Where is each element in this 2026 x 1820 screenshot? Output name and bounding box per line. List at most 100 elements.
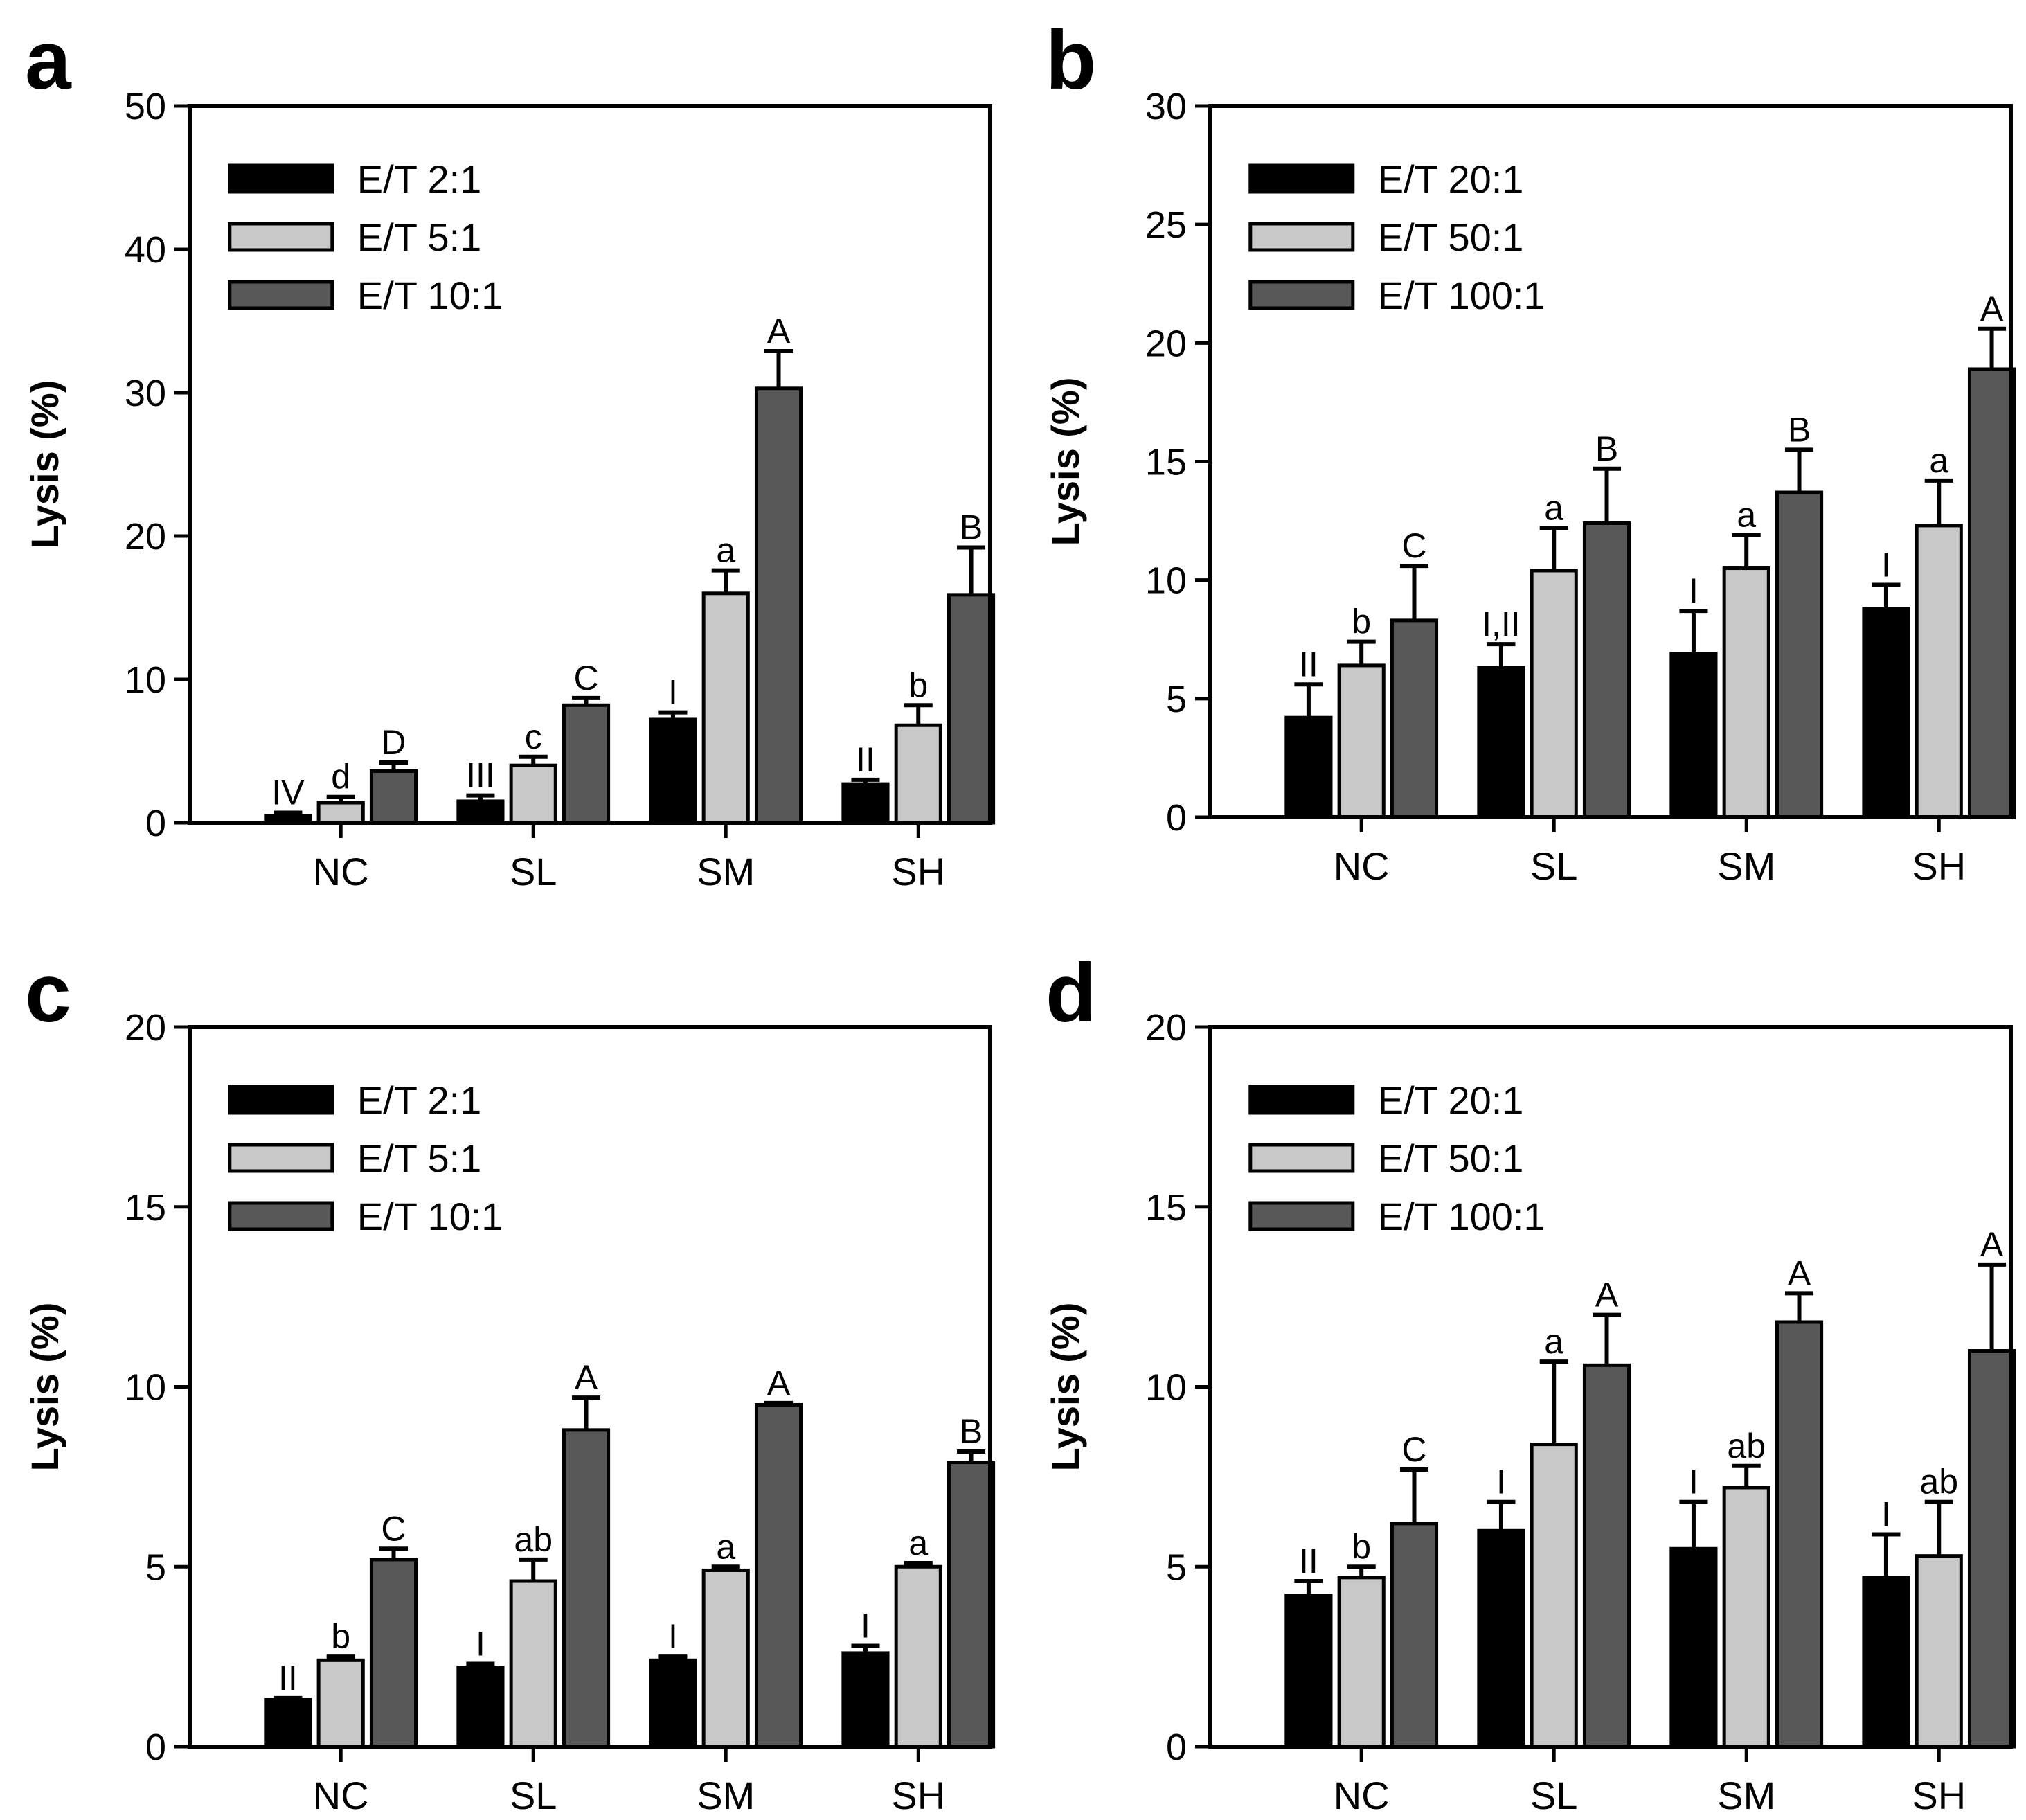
y-axis-label: Lysis (%): [23, 380, 66, 549]
significance-label: a: [1544, 488, 1563, 527]
bar: [1722, 1486, 1770, 1749]
y-axis-label: Lysis (%): [23, 1303, 66, 1472]
x-category-label: SH: [1912, 1774, 1966, 1817]
bar: [1530, 1443, 1578, 1749]
significance-label: I: [1496, 1463, 1506, 1501]
y-tick-label: 10: [125, 659, 166, 701]
bar: [1775, 1320, 1824, 1749]
significance-label: II: [278, 1659, 298, 1697]
y-axis-label: Lysis (%): [1043, 1303, 1087, 1472]
bar: [1915, 1554, 1963, 1749]
bar: [947, 1461, 996, 1749]
significance-label: ab: [1727, 1427, 1766, 1465]
x-category-label: SH: [891, 1774, 945, 1817]
legend-swatch: [1248, 280, 1355, 310]
legend-swatch: [228, 1085, 334, 1115]
bar: [841, 1651, 890, 1749]
plot-frame: [1208, 104, 2013, 819]
bar: [1669, 1546, 1718, 1749]
significance-label: I: [1881, 546, 1891, 585]
y-tick-label: 20: [125, 516, 166, 557]
bar: [1582, 521, 1631, 819]
legend-label: E/T 50:1: [1378, 1136, 1524, 1180]
significance-label: I: [668, 673, 678, 712]
bar: [841, 782, 890, 825]
legend-label: E/T 2:1: [357, 1078, 482, 1122]
x-category-label: SL: [510, 1774, 557, 1817]
legend-label: E/T 50:1: [1378, 215, 1524, 259]
x-category-label: SM: [1717, 844, 1775, 888]
plot-frame: [188, 104, 992, 825]
bar: [509, 1579, 557, 1749]
bar: [316, 801, 365, 825]
panel-letter: d: [1046, 947, 1096, 1040]
significance-label: A: [575, 1358, 598, 1397]
significance-label: I: [668, 1617, 678, 1656]
significance-label: A: [1980, 289, 2004, 328]
significance-label: ab: [1919, 1463, 1958, 1501]
panel-c: c Lysis (%) 0 5 10 15 20 NC II b C SL Iab A SM Ia A SH Ia B…: [23, 947, 996, 1817]
significance-label: III: [466, 756, 495, 795]
y-tick-label: 50: [125, 86, 166, 127]
x-category-label: NC: [313, 850, 369, 893]
y-tick-label: 30: [125, 373, 166, 414]
x-category-label: SM: [697, 1774, 755, 1817]
bar: [1669, 652, 1718, 819]
panel-letter: b: [1046, 14, 1096, 107]
significance-label: A: [1595, 1276, 1619, 1314]
x-category-label: SM: [697, 850, 755, 893]
bar: [1862, 607, 1910, 819]
bar: [1915, 524, 1963, 819]
y-tick-label: 40: [125, 229, 166, 271]
bar: [1284, 1594, 1333, 1749]
legend-swatch: [228, 1201, 334, 1231]
significance-label: a: [716, 531, 735, 570]
y-tick-label: 5: [1166, 679, 1187, 720]
bar: [649, 717, 697, 825]
y-tick-label: 5: [145, 1546, 166, 1588]
x-category-label: SH: [1912, 844, 1966, 888]
bar: [1477, 1528, 1525, 1749]
bar: [1722, 566, 1770, 819]
x-category-label: NC: [313, 1774, 369, 1817]
bar: [1390, 1522, 1439, 1749]
bar: [456, 1666, 505, 1749]
bar: [562, 1428, 611, 1749]
bar: [1967, 367, 2016, 819]
significance-label: A: [1788, 1254, 1811, 1292]
legend-swatch: [228, 222, 334, 252]
significance-label: A: [767, 312, 791, 350]
legend-label: E/T 2:1: [357, 157, 482, 201]
legend-swatch: [228, 280, 334, 310]
y-tick-label: 20: [125, 1007, 166, 1049]
legend-swatch: [228, 1143, 334, 1173]
x-category-label: SL: [1530, 1774, 1578, 1817]
significance-label: B: [1595, 429, 1618, 468]
y-tick-label: 10: [125, 1367, 166, 1409]
x-category-label: SM: [1717, 1774, 1775, 1817]
bar: [456, 799, 505, 825]
significance-label: II: [1299, 1542, 1318, 1580]
significance-label: IV: [271, 774, 305, 812]
plot-frame: [188, 1025, 992, 1749]
x-category-label: NC: [1334, 844, 1390, 888]
bar: [509, 763, 557, 825]
legend-label: E/T 20:1: [1378, 157, 1524, 201]
significance-label: A: [1980, 1225, 2004, 1264]
panel-letter: a: [25, 14, 72, 107]
significance-label: B: [960, 1412, 983, 1451]
legend-label: E/T 10:1: [357, 274, 503, 317]
significance-label: II: [856, 740, 875, 779]
legend-swatch: [1248, 1085, 1355, 1115]
significance-label: II: [1299, 645, 1318, 684]
bar: [1775, 490, 1824, 819]
significance-label: I: [1881, 1495, 1891, 1533]
x-category-label: SL: [510, 850, 557, 893]
y-tick-label: 15: [1145, 1187, 1187, 1229]
significance-label: C: [573, 659, 598, 697]
bar: [894, 723, 942, 825]
